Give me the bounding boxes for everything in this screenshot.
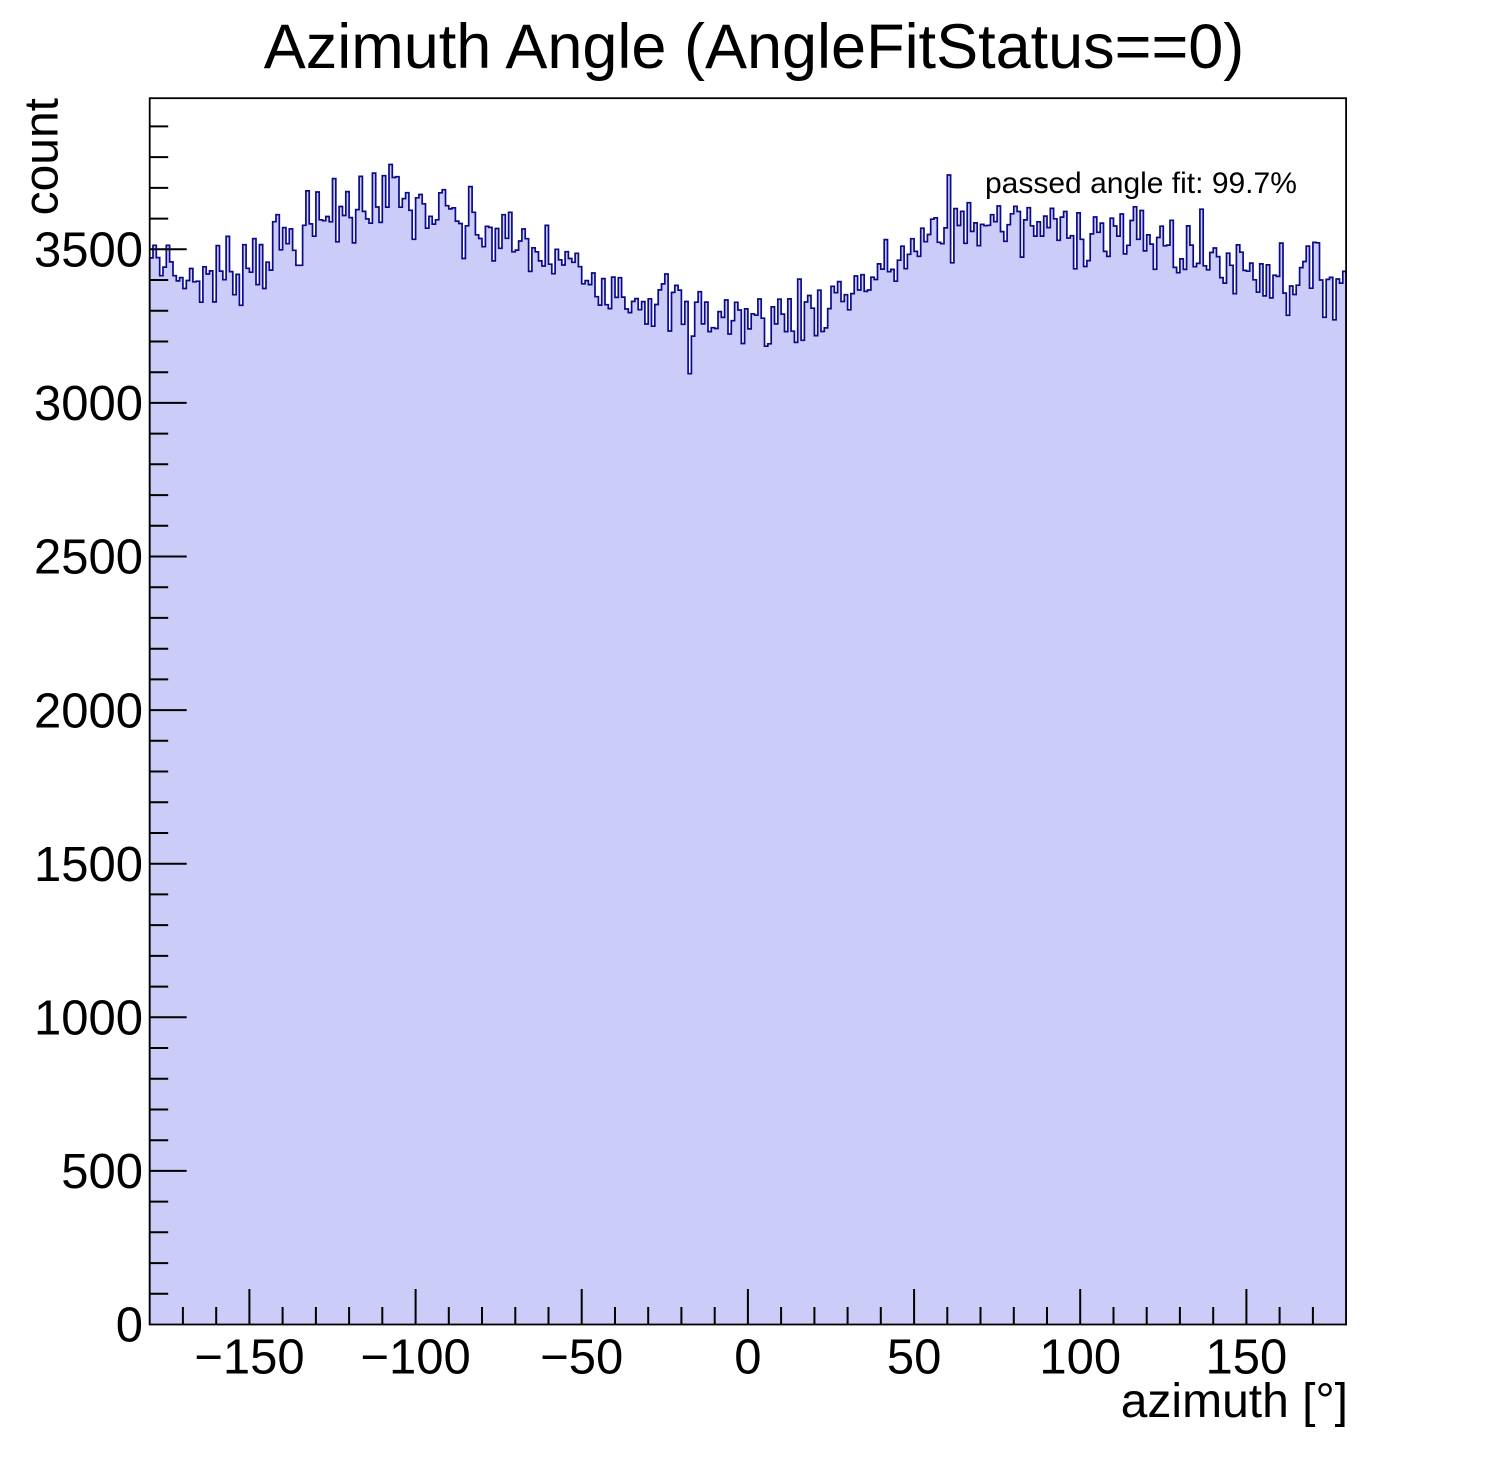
svg-text:150: 150 — [1206, 1331, 1288, 1385]
svg-text:2500: 2500 — [34, 531, 143, 585]
svg-text:1000: 1000 — [34, 992, 143, 1046]
svg-text:100: 100 — [1039, 1331, 1121, 1385]
svg-text:1500: 1500 — [34, 838, 143, 892]
svg-text:azimuth [°]: azimuth [°] — [1121, 1375, 1348, 1428]
svg-text:count: count — [16, 98, 69, 215]
svg-text:2000: 2000 — [34, 684, 143, 738]
svg-text:0: 0 — [116, 1299, 143, 1353]
svg-text:passed angle fit: 99.7%: passed angle fit: 99.7% — [985, 167, 1297, 200]
svg-text:−50: −50 — [540, 1331, 623, 1385]
svg-text:Azimuth Angle (AngleFitStatus=: Azimuth Angle (AngleFitStatus==0) — [264, 12, 1245, 82]
svg-text:500: 500 — [61, 1145, 143, 1199]
svg-text:3500: 3500 — [34, 224, 143, 278]
svg-text:−150: −150 — [194, 1331, 304, 1385]
svg-text:50: 50 — [887, 1331, 942, 1385]
svg-text:−100: −100 — [360, 1331, 470, 1385]
svg-text:3000: 3000 — [34, 377, 143, 431]
svg-text:0: 0 — [734, 1331, 761, 1385]
